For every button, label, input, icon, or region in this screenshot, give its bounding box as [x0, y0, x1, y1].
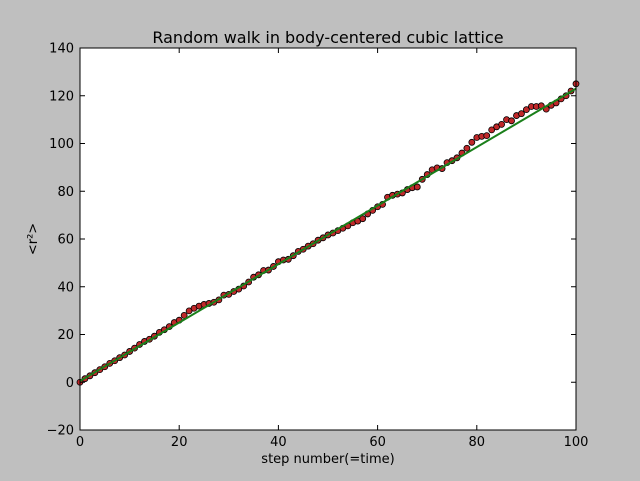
y-tick-label: 0	[66, 376, 74, 391]
chart-title: Random walk in body-centered cubic latti…	[152, 28, 503, 47]
x-tick-label: 100	[564, 435, 589, 450]
data-point	[468, 138, 476, 146]
y-axis-label: <r²>	[26, 223, 41, 255]
data-point	[498, 121, 506, 128]
y-tick-label: −20	[47, 424, 74, 439]
marks-layer	[76, 80, 580, 386]
y-tick-label: 40	[57, 280, 74, 295]
y-tick-label: 20	[57, 328, 74, 343]
x-tick-label: 40	[270, 435, 287, 450]
data-point	[463, 144, 471, 152]
x-axis-label: step number(=time)	[261, 452, 394, 467]
x-tick-label: 0	[76, 435, 84, 450]
data-point	[359, 215, 367, 223]
x-tick-label: 80	[469, 435, 486, 450]
data-point	[488, 126, 496, 134]
data-point	[523, 106, 530, 113]
data-point	[413, 183, 421, 191]
y-tick-label: 80	[57, 185, 74, 200]
axes-background	[80, 48, 576, 430]
y-tick-label: 120	[49, 89, 74, 104]
y-tick-label: 100	[49, 137, 74, 152]
y-tick-label: 60	[57, 233, 74, 248]
data-point	[180, 311, 188, 319]
data-point	[518, 110, 525, 118]
x-tick-label: 60	[369, 435, 386, 450]
data-point	[508, 117, 515, 125]
axes-frame	[79, 47, 577, 431]
x-tick-label: 20	[171, 435, 188, 450]
y-tick-label: 140	[49, 42, 74, 57]
fit-line	[79, 87, 577, 382]
data-point	[483, 132, 491, 140]
